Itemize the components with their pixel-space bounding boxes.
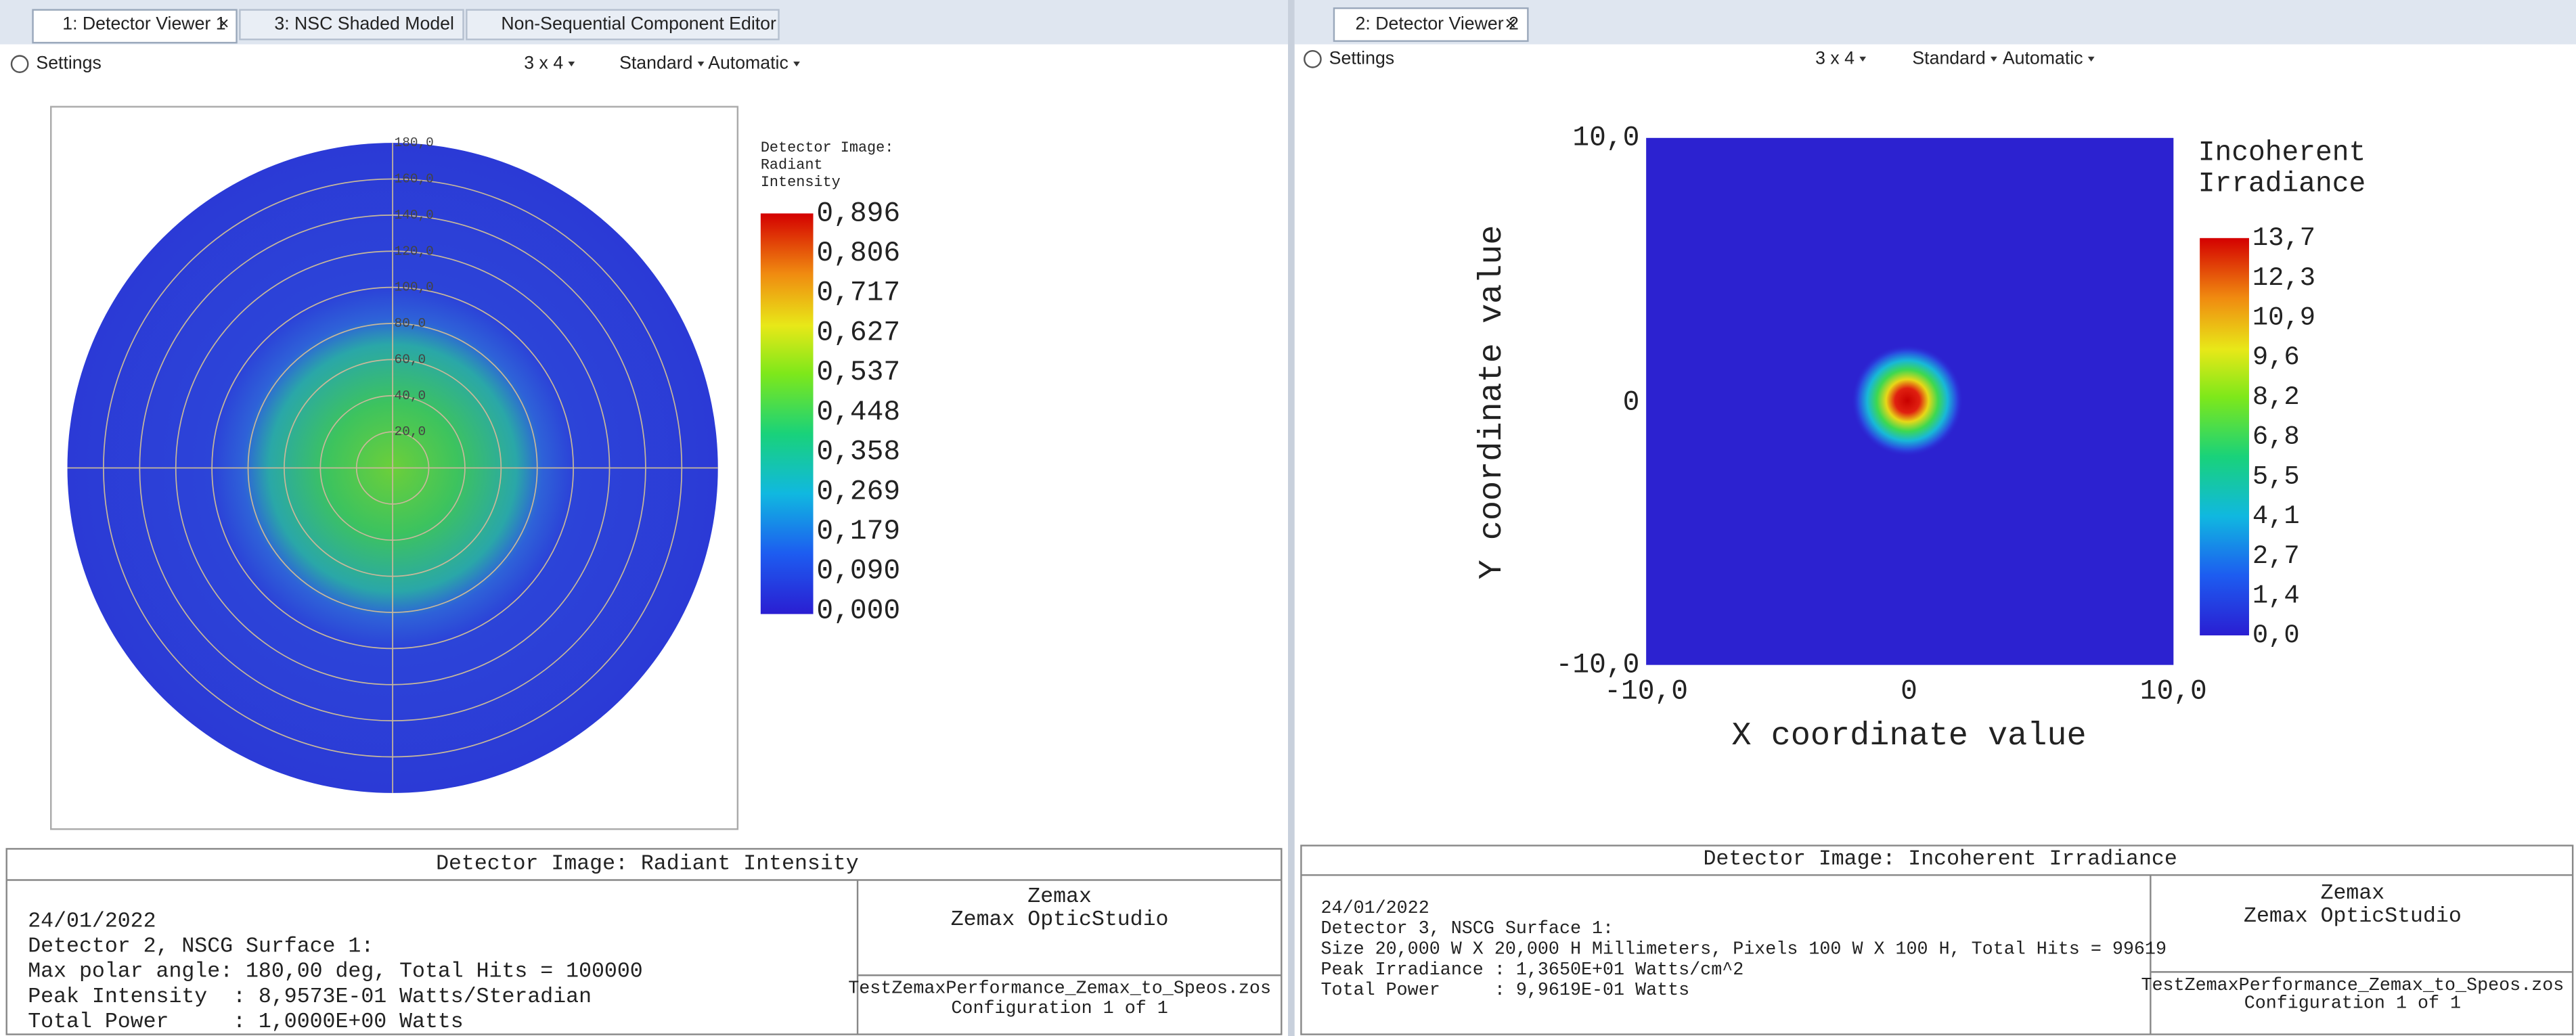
legend-label: 0,179 bbox=[816, 516, 900, 547]
toolbar-scale[interactable]: Automatic bbox=[708, 53, 789, 73]
legend-label: 0,627 bbox=[816, 317, 900, 348]
legend-title: Incoherent bbox=[2198, 138, 2366, 169]
toolbar-style[interactable]: Standard bbox=[619, 53, 692, 73]
configuration: Configuration 1 of 1 bbox=[2244, 994, 2461, 1014]
legend-label: 0,448 bbox=[816, 397, 900, 428]
legend-title: Radiant bbox=[761, 157, 823, 174]
polar-label: 40,0 bbox=[395, 388, 426, 403]
colorbar bbox=[760, 213, 814, 614]
legend-label: 0,269 bbox=[816, 476, 900, 508]
product: Zemax OpticStudio bbox=[2244, 905, 2462, 928]
dropdown-arrow[interactable] bbox=[1991, 56, 1997, 62]
legend-label: 0,000 bbox=[816, 595, 900, 627]
tab-label[interactable]: 2: Detector Viewer 2 bbox=[1356, 13, 1519, 33]
info-line: Peak Intensity : 8,9573E-01 Watts/Sterad… bbox=[28, 985, 592, 1009]
legend-title: Intensity bbox=[761, 174, 841, 191]
dropdown-arrow[interactable] bbox=[568, 61, 575, 67]
tab[interactable] bbox=[1333, 7, 1529, 42]
settings-icon[interactable] bbox=[1304, 50, 1322, 68]
legend-title: Irradiance bbox=[2198, 169, 2366, 200]
info-line: Max polar angle: 180,00 deg, Total Hits … bbox=[28, 960, 642, 984]
file-name: TestZemaxPerformance_Zemax_to_Speos.zos bbox=[848, 979, 1271, 999]
settings-icon[interactable] bbox=[10, 55, 29, 73]
legend-label: 6,8 bbox=[2252, 422, 2300, 452]
y-tick-label: 0 bbox=[1623, 387, 1640, 418]
toolbar-layout[interactable]: 3 x 4 bbox=[1815, 47, 1855, 68]
legend-label: 0,717 bbox=[816, 278, 900, 309]
legend-label: 5,5 bbox=[2252, 461, 2300, 491]
legend-label: 0,0 bbox=[2252, 621, 2300, 650]
dropdown-arrow[interactable] bbox=[793, 61, 800, 67]
info-line: Detector 2, NSCG Surface 1: bbox=[28, 935, 374, 959]
legend-label: 1,4 bbox=[2252, 581, 2300, 611]
legend-label: 12,3 bbox=[2252, 263, 2315, 293]
legend-label: 10,9 bbox=[2252, 303, 2315, 333]
info-title: Detector Image: Incoherent Irradiance bbox=[1704, 847, 2177, 871]
legend-label: 0,806 bbox=[816, 238, 900, 269]
tab-label[interactable]: Non-Sequential Component Editor bbox=[501, 13, 776, 33]
legend-label: 0,090 bbox=[816, 556, 900, 587]
y-axis-label: Y coordinate value bbox=[1473, 225, 1511, 579]
info-line: Size 20,000 W X 20,000 H Millimeters, Pi… bbox=[1321, 939, 2167, 960]
info-line: Total Power : 9,9619E-01 Watts bbox=[1321, 981, 1690, 1001]
tab-label[interactable]: 3: NSC Shaded Model bbox=[274, 13, 454, 33]
info-box bbox=[5, 844, 2574, 1035]
info-title: Detector Image: Radiant Intensity bbox=[436, 853, 859, 876]
polar-label: 120,0 bbox=[395, 244, 434, 258]
tab-label[interactable]: 1: Detector Viewer 1 bbox=[62, 13, 225, 33]
polar-label: 160,0 bbox=[395, 172, 434, 187]
polar-label: 140,0 bbox=[395, 208, 434, 223]
legend-label: 8,2 bbox=[2252, 382, 2300, 412]
close-icon[interactable]: × bbox=[1505, 13, 1516, 35]
tab[interactable] bbox=[466, 9, 780, 41]
legend-label: 4,1 bbox=[2252, 501, 2300, 531]
product: Zemax OpticStudio bbox=[951, 908, 1169, 932]
x-tick-label: 0 bbox=[1901, 676, 1917, 707]
legend-label: 9,6 bbox=[2252, 342, 2300, 372]
legend-title: Detector Image: bbox=[761, 139, 894, 156]
tab[interactable] bbox=[32, 9, 238, 44]
toolbar-settings[interactable]: Settings bbox=[1329, 47, 1394, 68]
polar-label: 180,0 bbox=[395, 135, 434, 150]
legend-label: 0,358 bbox=[816, 437, 900, 468]
info-line: Detector 3, NSCG Surface 1: bbox=[1321, 919, 1614, 939]
colorbar bbox=[2200, 238, 2249, 635]
x-tick-label: -10,0 bbox=[1604, 676, 1688, 707]
dropdown-arrow[interactable] bbox=[2087, 56, 2095, 62]
toolbar-layout[interactable]: 3 x 4 bbox=[524, 53, 563, 73]
company: Zemax bbox=[2321, 882, 2385, 905]
toolbar-scale[interactable]: Automatic bbox=[2003, 47, 2083, 68]
info-line: Total Power : 1,0000E+00 Watts bbox=[28, 1010, 463, 1034]
info-line: 24/01/2022 bbox=[1321, 899, 1429, 919]
polar-label: 80,0 bbox=[395, 316, 426, 331]
info-line: Peak Irradiance : 1,3650E+01 Watts/cm^2 bbox=[1321, 960, 1744, 981]
irradiance-spot bbox=[1851, 344, 1963, 457]
file-name: TestZemaxPerformance_Zemax_to_Speos.zos bbox=[2141, 976, 2564, 996]
legend-label: 2,7 bbox=[2252, 541, 2300, 571]
company: Zemax bbox=[1027, 885, 1092, 909]
splitter bbox=[1288, 0, 1295, 1036]
y-tick-label: 10,0 bbox=[1572, 123, 1639, 154]
polar-label: 60,0 bbox=[395, 352, 426, 367]
polar-label: 100,0 bbox=[395, 280, 434, 295]
x-tick-label: 10,0 bbox=[2140, 676, 2207, 707]
dropdown-arrow[interactable] bbox=[697, 61, 705, 67]
toolbar-style[interactable]: Standard bbox=[1912, 47, 1985, 68]
dropdown-arrow[interactable] bbox=[1859, 56, 1867, 62]
tab[interactable] bbox=[239, 9, 464, 41]
x-axis-label: X coordinate value bbox=[1731, 717, 2086, 755]
configuration: Configuration 1 of 1 bbox=[951, 999, 1168, 1019]
polar-rings bbox=[67, 143, 718, 793]
legend-label: 0,896 bbox=[816, 198, 900, 229]
y-tick-label: -10,0 bbox=[1556, 650, 1640, 681]
close-icon[interactable]: × bbox=[219, 13, 229, 33]
toolbar-settings[interactable]: Settings bbox=[36, 53, 101, 73]
info-line: 24/01/2022 bbox=[28, 909, 156, 933]
polar-label: 20,0 bbox=[395, 424, 426, 439]
legend-label: 13,7 bbox=[2252, 223, 2315, 253]
legend-label: 0,537 bbox=[816, 357, 900, 388]
